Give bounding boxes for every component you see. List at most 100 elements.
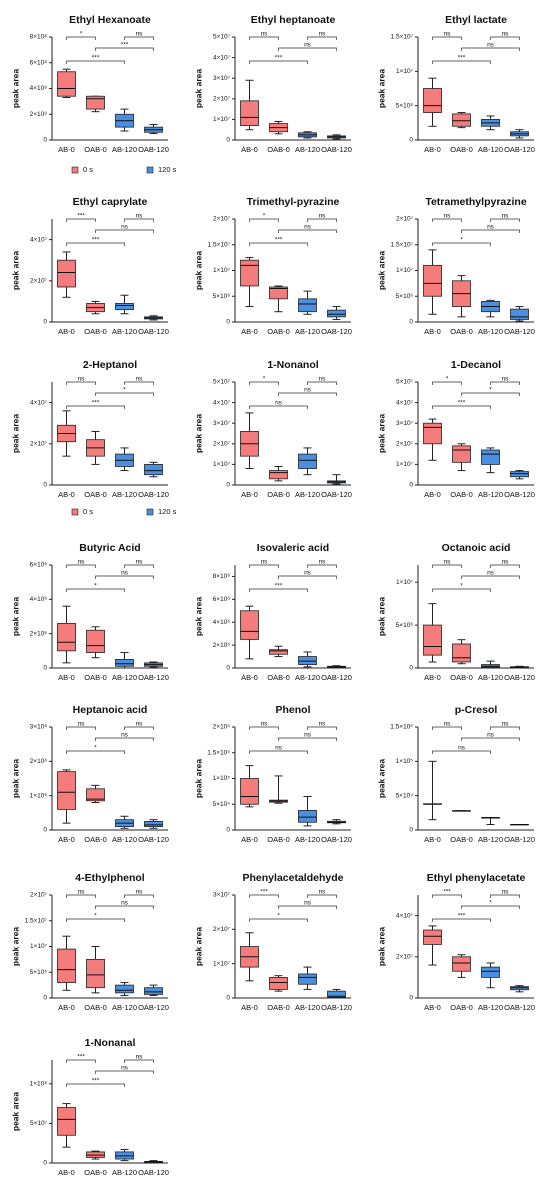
x-tick-label: OAB-120: [321, 673, 352, 682]
y-tick-label: 4×10⁷: [213, 54, 231, 61]
x-tick-label: AB-120: [295, 673, 320, 682]
significance-bracket: [461, 905, 520, 909]
y-axis-label: peak area: [10, 927, 20, 966]
legend-swatch: [71, 508, 79, 516]
significance-bracket: [278, 229, 337, 233]
y-axis-label: peak area: [193, 69, 203, 108]
y-tick-label: 0: [409, 319, 413, 326]
x-tick-label: OAB-120: [321, 835, 352, 844]
x-tick-label: OAB-120: [138, 145, 169, 154]
significance-label: ns: [458, 745, 466, 752]
box: [481, 449, 500, 465]
significance-bracket: [95, 737, 154, 741]
significance-label: *: [489, 387, 492, 394]
panel: 2-Heptanol peak area 0 2×10⁷ 4×10⁷ AB-0 OAB-0 A…: [10, 359, 169, 499]
significance-label: ns: [136, 559, 144, 566]
significance-label: ns: [487, 570, 495, 577]
y-tick-label: 4×10⁷: [30, 399, 48, 406]
significance-label: ns: [121, 1065, 129, 1072]
y-tick-label: 0: [226, 665, 230, 672]
x-tick-label: OAB-0: [450, 145, 473, 154]
significance-bracket: [124, 218, 154, 222]
significance-bracket: [432, 381, 462, 385]
y-tick-label: 4×10⁷: [396, 912, 414, 919]
significance-bracket: [66, 1083, 125, 1087]
y-tick-label: 1.5×10⁷: [25, 917, 48, 924]
panel: Heptanoic acid peak area 0 1×10⁶ 2×10⁶ 3×10⁶ A…: [10, 704, 169, 844]
x-tick-label: OAB-0: [84, 327, 107, 336]
y-tick-label: 4×10⁷: [30, 236, 48, 243]
box: [86, 629, 105, 653]
y-tick-label: 0: [226, 137, 230, 144]
y-tick-label: 6×10⁸: [30, 59, 48, 66]
significance-label: *: [460, 583, 463, 590]
significance-bracket: [432, 918, 491, 922]
significance-bracket: [490, 218, 520, 222]
x-tick-label: AB-120: [295, 490, 320, 499]
x-tick-label: OAB-120: [138, 1003, 169, 1012]
significance-label: *: [446, 376, 449, 383]
y-tick-label: 0: [409, 995, 413, 1002]
y-tick-label: 2×10⁷: [396, 954, 414, 961]
significance-bracket: [307, 564, 337, 568]
x-tick-label: AB-120: [478, 835, 503, 844]
significance-label: *: [263, 376, 266, 383]
panel: Phenylacetaldehyde peak area 0 1×10⁷ 2×10⁷ 3×…: [193, 872, 352, 1012]
panel: Tetramethylpyrazine peak area 0 5×10⁶ 1×10⁷ 1…: [376, 196, 535, 336]
significance-bracket: [432, 750, 491, 754]
panel-title: Octanoic acid: [442, 542, 511, 554]
significance-bracket: [124, 36, 154, 40]
panel: Isovaleric acid peak area 0 2×10⁶ 4×10⁶ 6×10⁶…: [193, 542, 352, 682]
box: [86, 788, 105, 802]
box: [57, 948, 76, 983]
y-tick-label: 1.5×10⁷: [391, 34, 414, 41]
y-axis-label: peak area: [193, 597, 203, 636]
y-tick-label: 2×10⁷: [30, 441, 48, 448]
significance-label: ns: [304, 224, 312, 231]
significance-label: ns: [319, 889, 327, 896]
significance-bracket: [307, 36, 337, 40]
y-tick-label: 3×10⁷: [213, 892, 231, 899]
significance-label: ***: [458, 913, 466, 920]
y-tick-label: 3×10⁷: [213, 75, 231, 82]
box: [240, 610, 259, 640]
y-tick-label: 0: [409, 665, 413, 672]
panel: 4-Ethylphenol peak area 0 5×10⁶ 1×10⁷ 1.5×10⁷…: [10, 872, 169, 1012]
significance-bracket: [307, 726, 337, 730]
x-tick-label: OAB-120: [138, 490, 169, 499]
box: [240, 259, 259, 287]
y-axis-label: peak area: [376, 414, 386, 453]
x-tick-label: OAB-0: [450, 1003, 473, 1012]
x-tick-label: OAB-0: [267, 327, 290, 336]
y-axis-label: peak area: [193, 414, 203, 453]
significance-bracket: [307, 381, 337, 385]
y-tick-label: 1×10⁷: [213, 960, 231, 967]
significance-bracket: [66, 218, 96, 222]
significance-bracket: [249, 564, 279, 568]
x-tick-label: AB-0: [241, 490, 258, 499]
box: [423, 422, 442, 445]
x-tick-label: OAB-120: [504, 673, 535, 682]
panel: 1-Nonanal peak area 0 5×10⁷ 1×10⁸ AB-0 OAB-0 AB…: [10, 1037, 169, 1177]
significance-bracket: [461, 47, 520, 51]
significance-bracket: [432, 588, 491, 592]
y-tick-label: 2×10⁶: [30, 630, 48, 637]
y-tick-label: 2×10⁷: [213, 926, 231, 933]
y-tick-label: 5×10⁶: [396, 102, 414, 109]
x-tick-label: AB-120: [112, 490, 137, 499]
significance-bracket: [249, 588, 308, 592]
box: [144, 987, 163, 995]
x-tick-label: OAB-0: [267, 673, 290, 682]
box: [57, 1107, 76, 1136]
x-tick-label: AB-120: [478, 490, 503, 499]
significance-bracket: [432, 726, 462, 730]
x-tick-label: AB-120: [295, 145, 320, 154]
y-tick-label: 5×10⁶: [30, 969, 48, 976]
x-tick-label: AB-0: [58, 835, 75, 844]
y-tick-label: 3×10⁶: [30, 724, 48, 731]
y-tick-label: 8×10⁶: [213, 573, 231, 580]
panel-title: Tetramethylpyrazine: [425, 196, 526, 208]
x-tick-label: AB-0: [241, 673, 258, 682]
significance-bracket: [249, 918, 308, 922]
box: [452, 643, 471, 663]
